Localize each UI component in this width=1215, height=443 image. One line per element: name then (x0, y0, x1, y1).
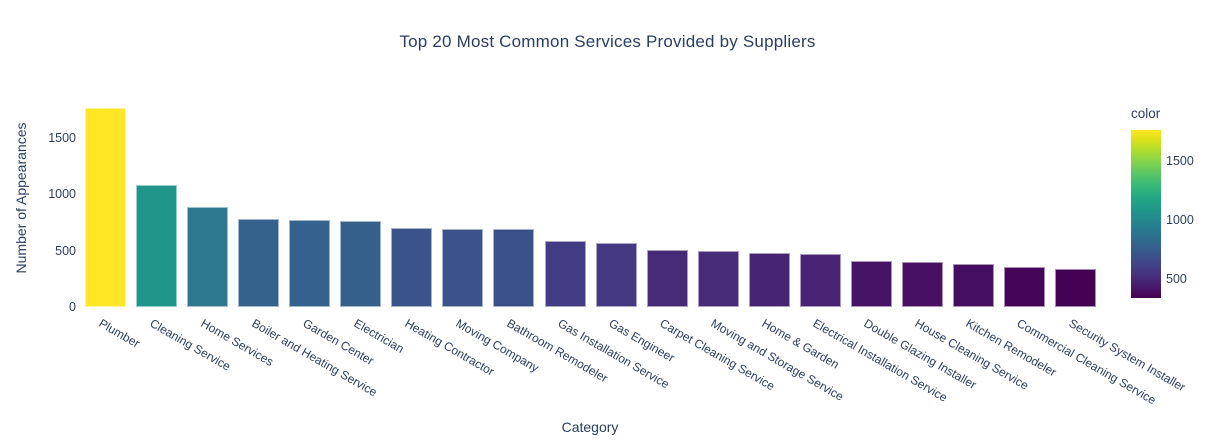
chart-title: Top 20 Most Common Services Provided by … (399, 32, 816, 51)
colorbar-gradient-icon (1131, 130, 1161, 298)
y-tick-label: 1500 (48, 130, 76, 145)
bar[interactable] (748, 253, 790, 307)
y-tick-label: 500 (55, 243, 76, 258)
x-axis-title: Category (561, 419, 619, 435)
bar[interactable] (646, 249, 688, 307)
bar[interactable] (850, 261, 892, 307)
bar[interactable] (85, 108, 126, 307)
bar[interactable] (952, 263, 994, 307)
x-tick-label: Heating Contractor (402, 316, 497, 379)
bar[interactable] (340, 221, 382, 307)
bar[interactable] (1055, 269, 1096, 307)
bar[interactable] (493, 229, 535, 307)
colorbar (1131, 130, 1161, 298)
bar[interactable] (136, 185, 178, 307)
colorbar-title: color (1131, 106, 1161, 121)
y-tick-label: 0 (69, 300, 76, 314)
bar[interactable] (238, 219, 280, 307)
bar[interactable] (1003, 266, 1045, 307)
y-axis: 0 500 1000 1500 (0, 0, 76, 443)
bar[interactable] (391, 228, 433, 307)
bar[interactable] (187, 207, 229, 307)
plot-area[interactable]: Plumber Cleaning Service Home Services Boil… (80, 90, 1187, 407)
colorbar-tick-label: 1500 (1166, 153, 1194, 168)
bar[interactable] (442, 228, 484, 307)
bar[interactable] (901, 262, 943, 307)
colorbar-tick-label: 500 (1166, 271, 1187, 286)
x-tick-label: Plumber (96, 316, 142, 351)
bar[interactable] (595, 242, 637, 307)
colorbar-tick-label: 1000 (1166, 212, 1194, 227)
bar[interactable] (289, 220, 331, 307)
bar[interactable] (799, 253, 841, 307)
y-tick-label: 1000 (48, 187, 76, 201)
bar[interactable] (697, 250, 739, 307)
bar[interactable] (544, 240, 586, 307)
